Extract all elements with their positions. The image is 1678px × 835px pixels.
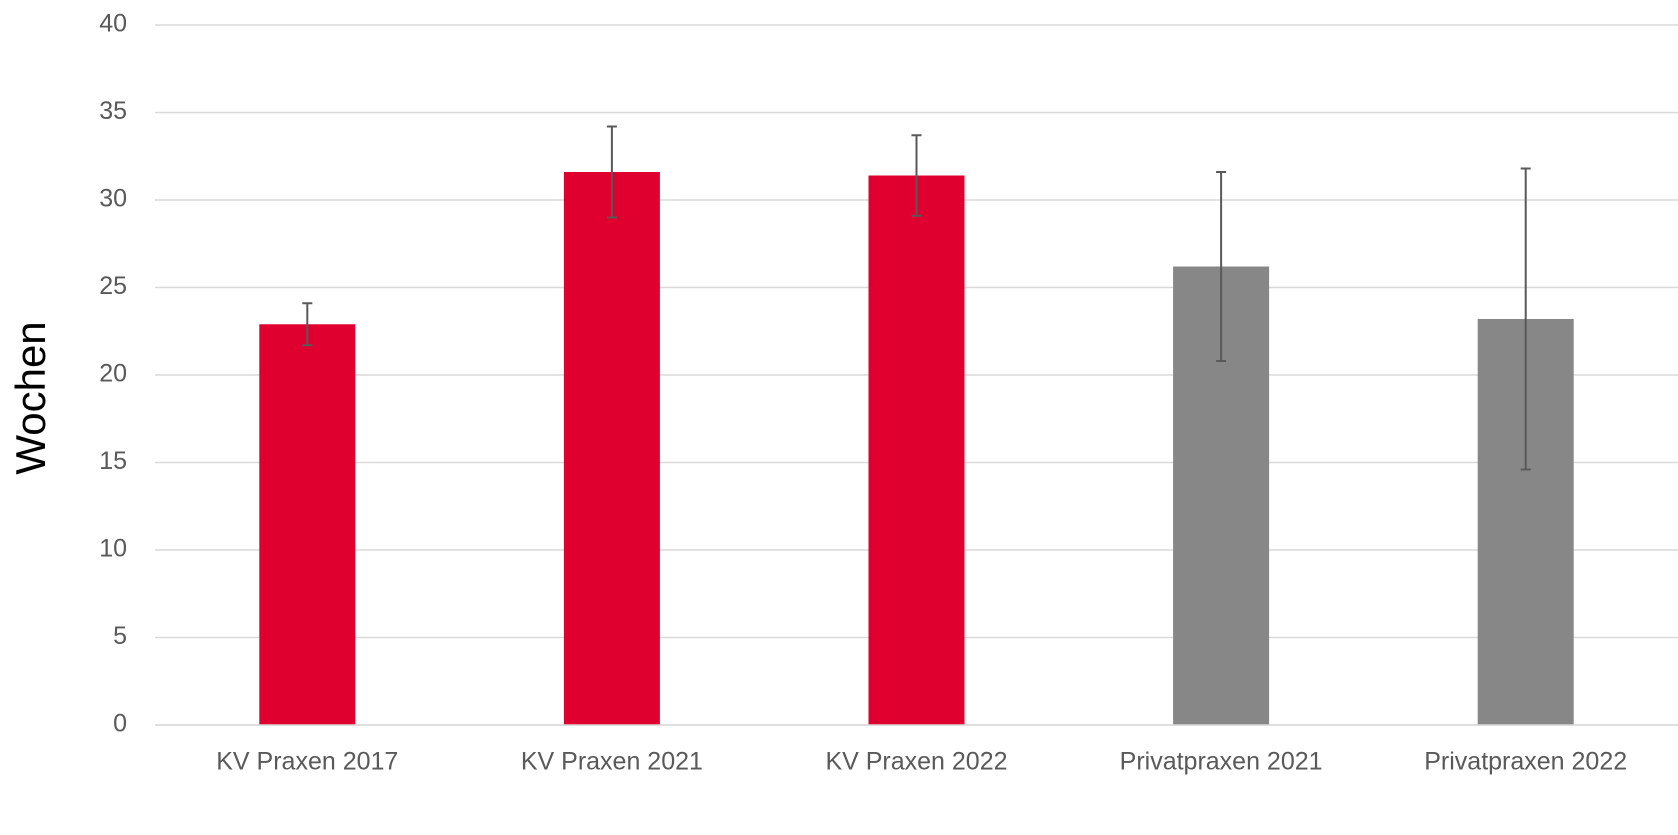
error-bar: [302, 302, 313, 347]
y-tick-label: 5: [113, 622, 127, 650]
y-tick-label: 35: [99, 97, 127, 125]
bar: [868, 175, 965, 725]
error-bar: [606, 125, 617, 219]
y-tick-label: 15: [99, 447, 127, 475]
bar: [563, 172, 660, 725]
y-tick-label: 40: [99, 10, 127, 38]
y-tick-label: 10: [99, 535, 127, 563]
x-tick-label: KV Praxen 2017: [216, 748, 398, 776]
y-tick-label: 25: [99, 272, 127, 300]
error-bar: [1520, 167, 1531, 471]
x-tick-label: Privatpraxen 2022: [1424, 748, 1627, 776]
error-bar: [1216, 171, 1227, 362]
x-tick-label: Privatpraxen 2021: [1120, 748, 1323, 776]
x-tick-label: KV Praxen 2022: [825, 748, 1007, 776]
y-tick-label: 30: [99, 185, 127, 213]
y-tick-label: 20: [99, 360, 127, 388]
y-tick-label: 0: [113, 710, 127, 738]
x-tick-label: KV Praxen 2021: [521, 748, 703, 776]
error-bar: [911, 134, 922, 217]
bar: [259, 324, 356, 725]
y-axis-label: Wochen: [7, 321, 54, 474]
